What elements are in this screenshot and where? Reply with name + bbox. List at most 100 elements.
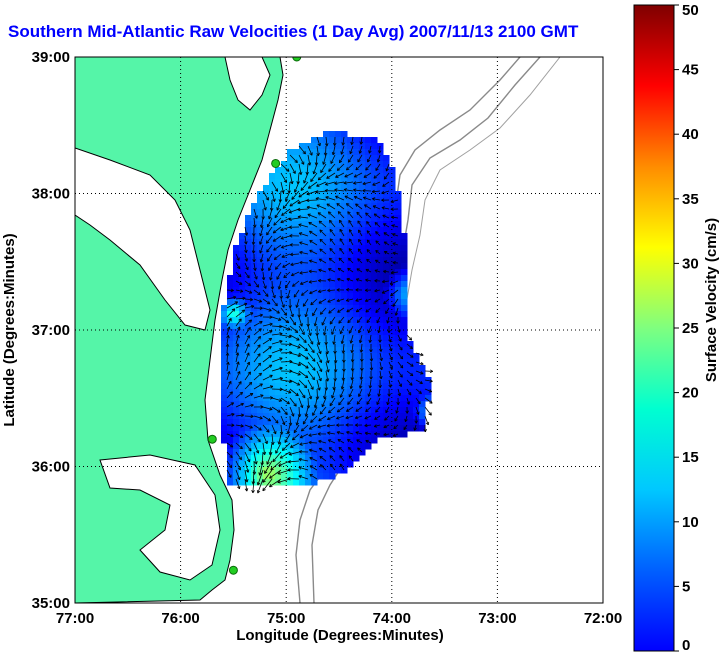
vector-head xyxy=(317,424,321,428)
vector-head xyxy=(388,393,391,397)
vector-head xyxy=(235,301,238,305)
velocity-vector xyxy=(415,361,424,365)
velocity-cell xyxy=(293,449,300,456)
velocity-cell xyxy=(389,323,396,330)
velocity-cell xyxy=(329,389,336,396)
velocity-vector xyxy=(226,308,236,318)
velocity-vector xyxy=(348,257,354,264)
velocity-cell xyxy=(383,335,390,342)
vector-head xyxy=(381,198,385,201)
vector-head xyxy=(250,319,252,323)
vector-head xyxy=(252,259,255,263)
vector-head xyxy=(237,486,240,490)
velocity-cell xyxy=(245,431,252,438)
vector-head xyxy=(290,444,293,448)
velocity-cell xyxy=(341,149,348,156)
vector-head xyxy=(332,386,335,390)
vector-head xyxy=(338,320,340,324)
velocity-cell xyxy=(317,389,324,396)
vector-head xyxy=(274,258,278,260)
velocity-cell xyxy=(281,371,288,378)
vector-head xyxy=(340,395,343,398)
velocity-cell xyxy=(257,215,264,222)
vector-head xyxy=(424,429,428,433)
velocity-cell xyxy=(377,287,384,294)
velocity-cell xyxy=(353,383,360,390)
velocity-cell xyxy=(287,461,294,468)
velocity-vector xyxy=(307,343,315,353)
vector-head xyxy=(327,279,331,282)
velocity-cell xyxy=(233,443,240,450)
velocity-cell xyxy=(341,179,348,186)
velocity-cell xyxy=(341,383,348,390)
velocity-cell xyxy=(299,437,306,444)
vector-head xyxy=(350,349,353,353)
vector-head xyxy=(399,348,403,351)
velocity-cell xyxy=(299,431,306,438)
velocity-cell xyxy=(401,299,408,306)
velocity-cell xyxy=(275,431,282,438)
vector-head xyxy=(235,343,239,347)
velocity-vector xyxy=(329,238,336,246)
vector-head xyxy=(355,166,358,171)
velocity-cell xyxy=(227,419,234,426)
velocity-cell xyxy=(263,227,270,234)
velocity-vector xyxy=(253,424,262,431)
vector-head xyxy=(273,431,276,435)
vector-head xyxy=(340,340,343,344)
velocity-vector xyxy=(266,244,273,253)
vector-head xyxy=(310,342,313,345)
vector-head xyxy=(289,305,292,309)
velocity-cell xyxy=(251,425,258,432)
velocity-vector xyxy=(387,316,390,324)
velocity-vector xyxy=(235,309,245,318)
velocity-cell xyxy=(293,221,300,228)
velocity-vector xyxy=(312,307,318,316)
velocity-cell xyxy=(227,377,234,384)
vector-head xyxy=(298,362,302,366)
velocity-vector xyxy=(235,280,243,285)
velocity-vector xyxy=(235,326,241,336)
velocity-vector xyxy=(347,316,354,324)
vector-head xyxy=(269,308,272,311)
velocity-cell xyxy=(419,365,426,372)
velocity-cell xyxy=(329,449,336,456)
vector-head xyxy=(399,392,402,397)
velocity-cell xyxy=(239,425,246,432)
vector-head xyxy=(393,427,397,430)
vector-head xyxy=(272,460,276,463)
velocity-cell xyxy=(335,323,342,330)
vector-head xyxy=(324,396,327,400)
velocity-cell xyxy=(323,251,330,258)
velocity-cell xyxy=(329,203,336,210)
velocity-cell xyxy=(371,281,378,288)
velocity-cell xyxy=(371,215,378,222)
velocity-vector xyxy=(289,379,300,386)
vector-head xyxy=(358,229,362,232)
vector-head xyxy=(315,197,319,199)
velocity-cell xyxy=(353,233,360,240)
vector-head xyxy=(292,313,294,317)
velocity-cell xyxy=(335,281,342,288)
velocity-cell xyxy=(257,389,264,396)
velocity-cell xyxy=(347,425,354,432)
velocity-vector xyxy=(269,469,282,479)
velocity-cell xyxy=(341,311,348,318)
vector-head xyxy=(295,304,297,308)
velocity-cell xyxy=(233,293,240,300)
vector-head xyxy=(278,319,282,321)
velocity-cell xyxy=(251,389,258,396)
velocity-vector xyxy=(235,335,240,345)
vector-head xyxy=(405,410,408,414)
vector-head xyxy=(278,463,281,467)
velocity-vector xyxy=(307,352,316,362)
vector-head xyxy=(244,250,247,254)
velocity-vector xyxy=(244,262,249,270)
velocity-cell xyxy=(263,191,270,198)
velocity-vector xyxy=(271,333,283,336)
velocity-cell xyxy=(383,233,390,240)
vector-head xyxy=(357,447,359,451)
velocity-cell xyxy=(329,215,336,222)
velocity-vector xyxy=(384,251,390,255)
vector-head xyxy=(349,331,352,334)
